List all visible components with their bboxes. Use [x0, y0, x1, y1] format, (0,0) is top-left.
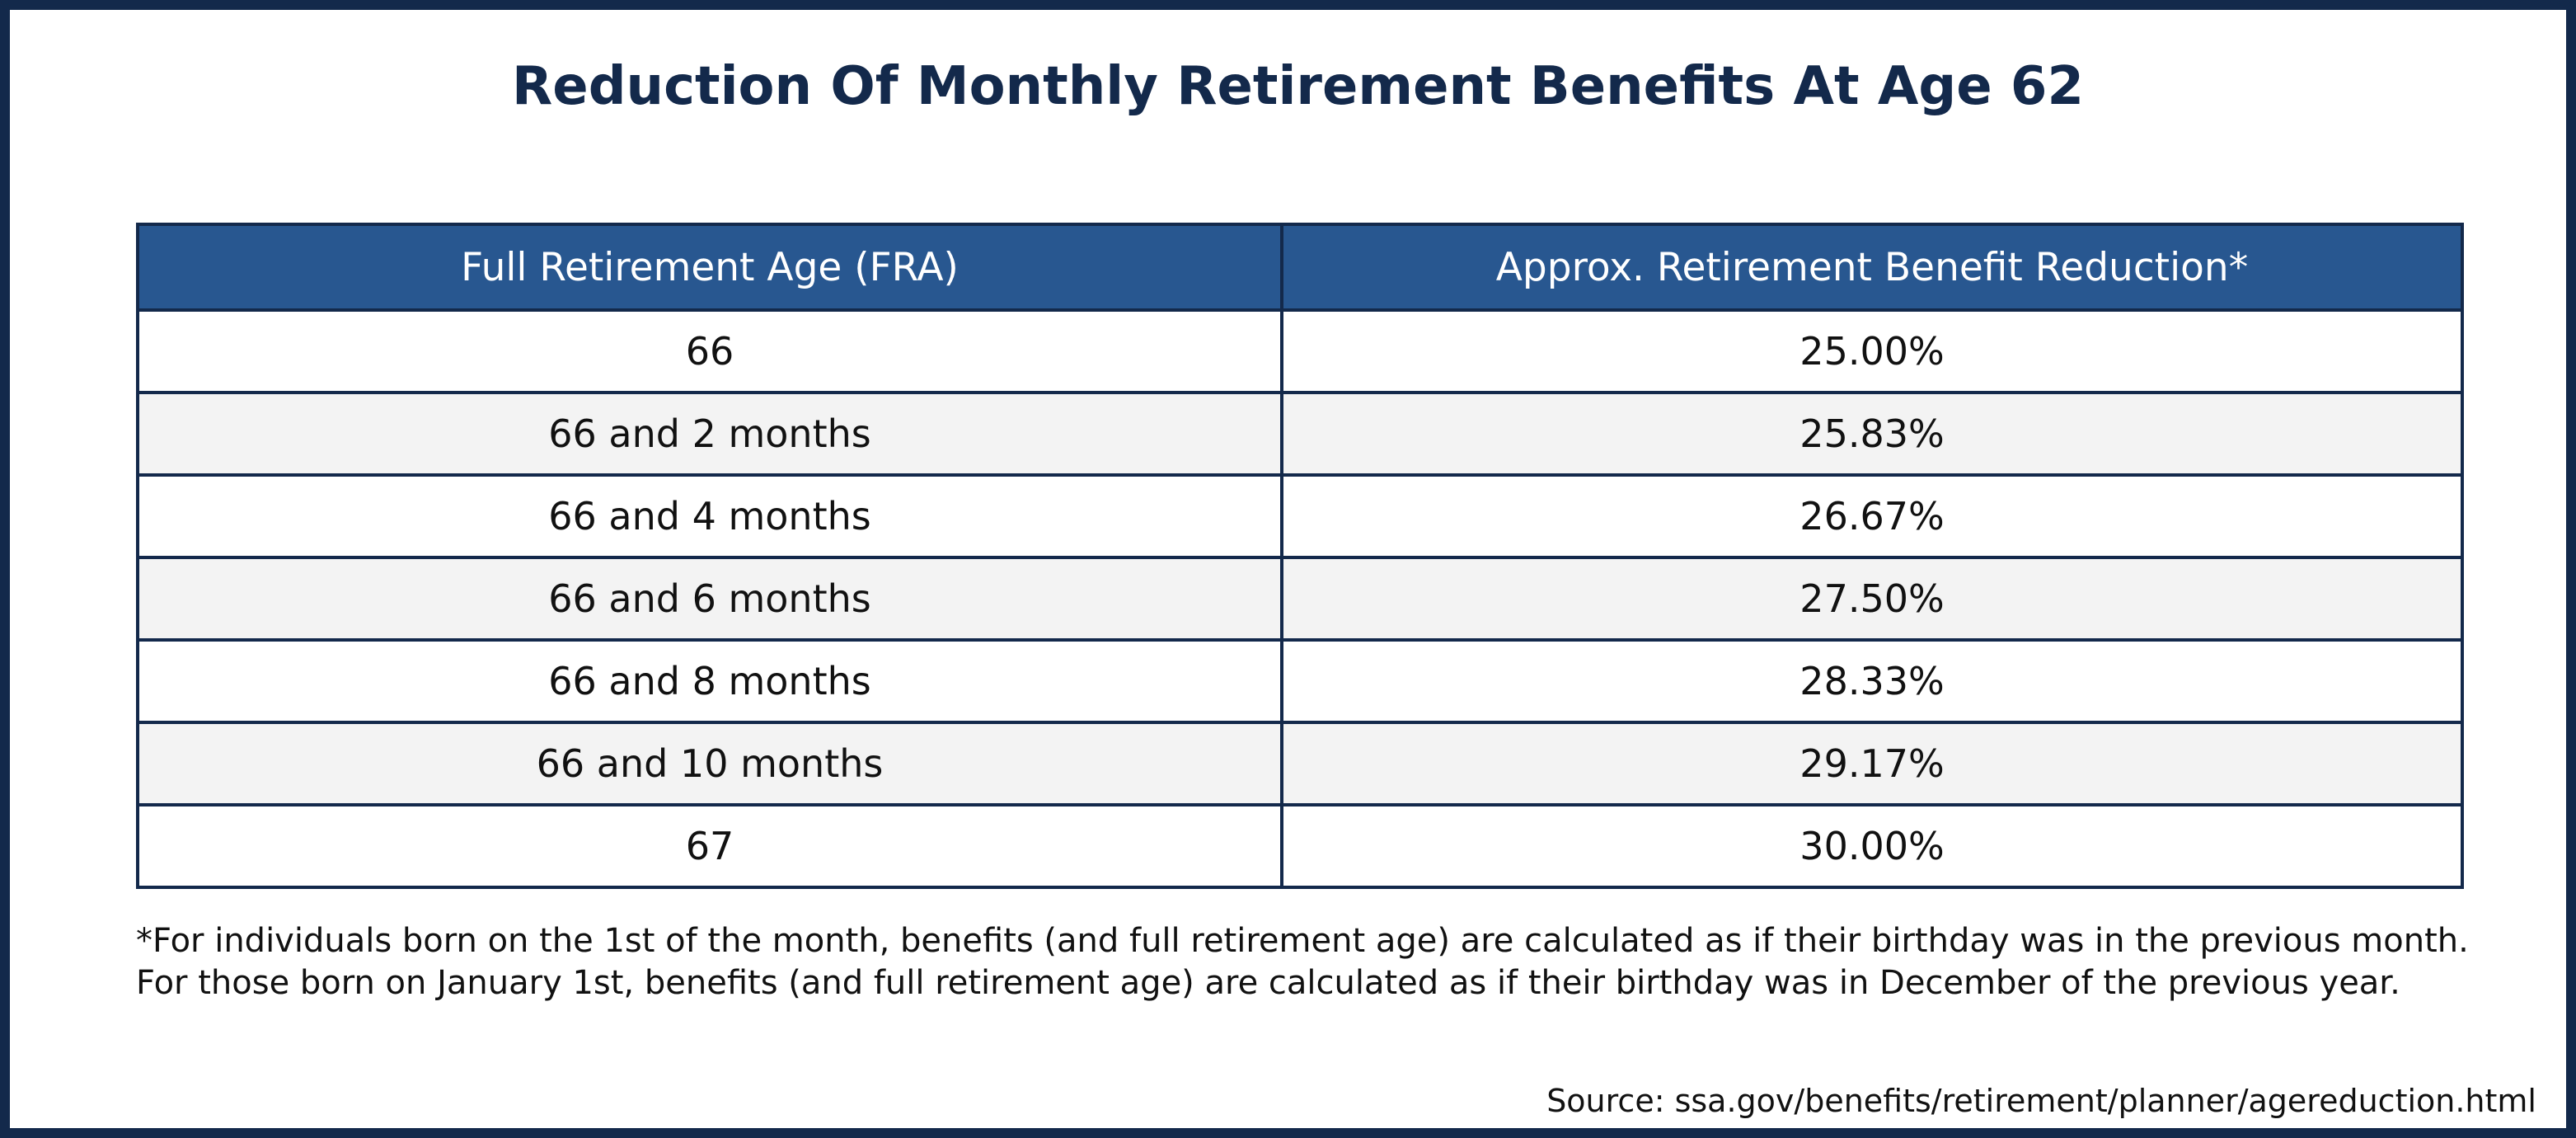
reduction-cell: 29.17% — [1280, 721, 2464, 806]
reduction-cell: 26.67% — [1280, 473, 2464, 559]
table-body: 66 25.00% 66 and 2 months 25.83% 66 and 4 mo… — [136, 308, 2464, 889]
fra-cell: 66 and 8 months — [136, 638, 1283, 724]
chart-title: Reduction Of Monthly Retirement Benefits… — [512, 56, 2084, 117]
fra-cell: 66 and 10 months — [136, 721, 1283, 806]
fra-cell: 67 — [136, 803, 1283, 889]
column-header-fra: Full Retirement Age (FRA) — [136, 223, 1283, 312]
table-row: 66 and 2 months 25.83% — [136, 391, 2464, 477]
source-note: Source: ssa.gov/benefits/retirement/plan… — [1546, 1083, 2536, 1119]
reduction-cell: 27.50% — [1280, 556, 2464, 642]
reduction-cell: 28.33% — [1280, 638, 2464, 724]
table-row: 67 30.00% — [136, 803, 2464, 889]
fra-cell: 66 and 6 months — [136, 556, 1283, 642]
column-header-reduction: Approx. Retirement Benefit Reduction* — [1280, 223, 2464, 312]
retirement-reduction-table: Full Retirement Age (FRA) Approx. Retire… — [136, 223, 2464, 889]
footnote: *For individuals born on the 1st of the … — [136, 922, 2469, 1002]
fra-cell: 66 and 4 months — [136, 473, 1283, 559]
table-row: 66 and 4 months 26.67% — [136, 473, 2464, 559]
table-row: 66 and 6 months 27.50% — [136, 556, 2464, 642]
fra-cell: 66 — [136, 308, 1283, 394]
table-row: 66 and 8 months 28.33% — [136, 638, 2464, 724]
table-header-row: Full Retirement Age (FRA) Approx. Retire… — [136, 223, 2464, 312]
fra-cell: 66 and 2 months — [136, 391, 1283, 477]
reduction-cell: 25.83% — [1280, 391, 2464, 477]
table-row: 66 25.00% — [136, 308, 2464, 394]
reduction-cell: 30.00% — [1280, 803, 2464, 889]
table-row: 66 and 10 months 29.17% — [136, 721, 2464, 806]
reduction-cell: 25.00% — [1280, 308, 2464, 394]
